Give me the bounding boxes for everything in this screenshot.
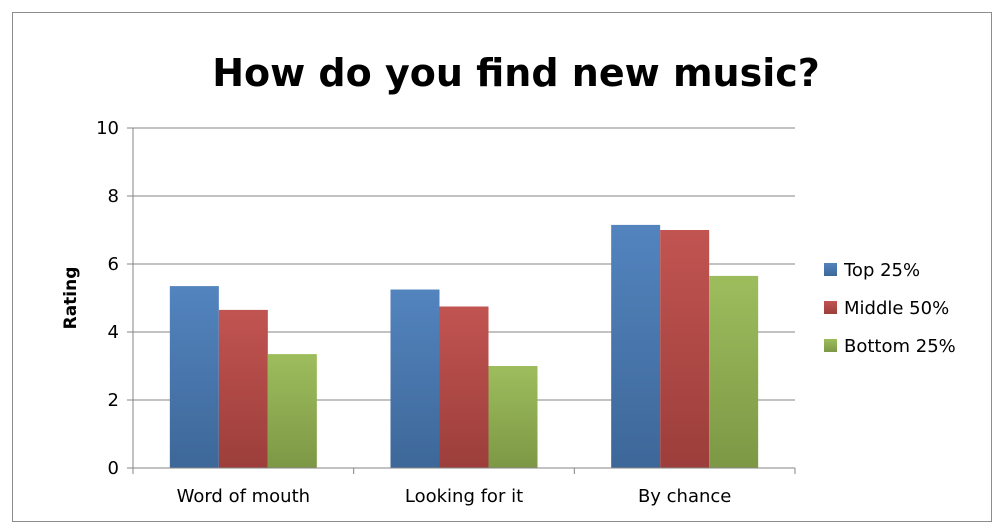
legend-swatch	[824, 301, 837, 314]
bars	[169, 224, 759, 468]
legend-label: Bottom 25%	[844, 336, 956, 357]
bar-middle-50-looking-for-it	[439, 306, 489, 468]
bar-bottom-25-by-chance	[709, 275, 759, 468]
x-tick-label: Word of mouth	[177, 486, 310, 507]
y-tick-label: 4	[108, 322, 119, 343]
bar-middle-50-word-of-mouth	[218, 309, 268, 468]
y-tick-label: 6	[108, 254, 119, 275]
bar-middle-50-by-chance	[660, 230, 710, 468]
y-tick-label: 2	[108, 390, 119, 411]
legend-label: Top 25%	[843, 260, 920, 281]
legend-label: Middle 50%	[844, 298, 949, 319]
axes: 0 2 4 6 8 10 Word of mouth Looking for it By cha…	[96, 118, 796, 507]
bar-top-25-word-of-mouth	[169, 286, 219, 468]
chart: How do you find new music? Rating 0 2 4 6 8 1…	[61, 51, 956, 507]
chart-frame: How do you find new music? Rating 0 2 4 6 8 1…	[12, 12, 992, 522]
y-axis-title: Rating	[61, 267, 81, 330]
legend-swatch	[824, 339, 837, 352]
y-tick-label: 8	[108, 186, 119, 207]
chart-title: How do you find new music?	[212, 51, 820, 95]
legend-swatch	[824, 263, 837, 276]
y-tick-label: 0	[108, 458, 119, 479]
bar-bottom-25-looking-for-it	[488, 366, 538, 468]
legend: Top 25% Middle 50% Bottom 25%	[824, 260, 956, 357]
bar-top-25-looking-for-it	[390, 289, 440, 468]
x-tick-label: Looking for it	[405, 486, 523, 507]
bar-bottom-25-word-of-mouth	[267, 354, 317, 468]
x-tick-label: By chance	[638, 486, 731, 507]
bar-top-25-by-chance	[611, 224, 661, 468]
y-tick-label: 10	[96, 118, 119, 139]
